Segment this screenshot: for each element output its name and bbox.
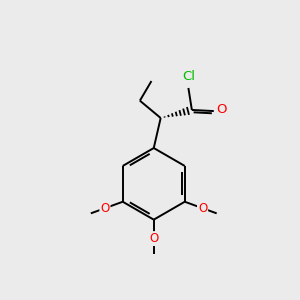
Text: O: O: [198, 202, 207, 215]
Text: Cl: Cl: [182, 70, 195, 83]
Text: O: O: [100, 202, 110, 215]
Text: O: O: [217, 103, 227, 116]
Text: O: O: [149, 232, 158, 245]
